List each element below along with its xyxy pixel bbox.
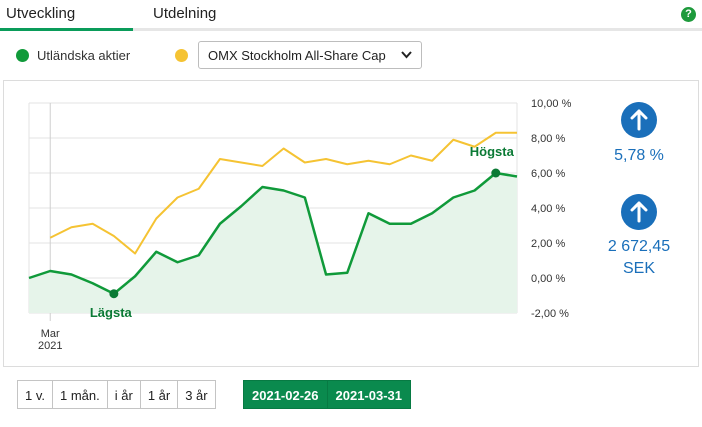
tab-utveckling[interactable]: Utveckling [6, 5, 76, 22]
period-1-week-button[interactable]: 1 v. [17, 380, 53, 409]
y-tick-label: 4,00 % [531, 203, 565, 215]
y-tick-label: 10,00 % [531, 98, 572, 110]
period-3-years-button[interactable]: 3 år [177, 380, 216, 409]
compare-series-line [49, 131, 517, 255]
date-range: 2021-02-26 2021-03-31 [243, 380, 411, 409]
primary-series-label: Utländska aktier [37, 48, 131, 63]
question-icon[interactable]: ? [681, 7, 696, 22]
x-tick-label: 2021 [38, 340, 62, 352]
period-ytd-button[interactable]: i år [106, 380, 141, 409]
period-1-month-button[interactable]: 1 mån. [52, 380, 108, 409]
return-amount-unit: SEK [622, 260, 655, 277]
period-buttons: 1 v. 1 mån. i år 1 år 3 år [17, 380, 216, 409]
tab-utdelning[interactable]: Utdelning [153, 5, 217, 22]
chart-panel: 10,00 % 8,00 % 6,00 % 4,00 % 2,00 % 0,00 % -2,… [3, 80, 699, 367]
arrow-up-icon [621, 194, 657, 230]
y-tick-label: -2,00 % [531, 308, 569, 320]
y-tick-label: 2,00 % [531, 238, 565, 250]
arrow-up-icon [621, 102, 657, 138]
chevron-down-icon [401, 51, 412, 59]
annotation-label: Högsta [470, 144, 515, 159]
annotation-point [491, 168, 501, 178]
legend-row: Utländska aktier OMX Stockholm All-Share… [0, 34, 702, 77]
period-1-year-button[interactable]: 1 år [139, 380, 179, 409]
performance-chart: 10,00 % 8,00 % 6,00 % 4,00 % 2,00 % 0,00 % -2,… [28, 98, 572, 352]
y-tick-label: 6,00 % [531, 168, 565, 180]
return-percent: 5,78 % [614, 147, 664, 164]
x-tick-label: Mar [41, 328, 60, 340]
date-from-button[interactable]: 2021-02-26 [243, 380, 328, 409]
tab-bar: Utveckling Utdelning ? [0, 0, 702, 31]
y-tick-label: 0,00 % [531, 273, 565, 285]
annotation-point [109, 289, 119, 299]
y-tick-label: 8,00 % [531, 133, 565, 145]
primary-series-dot [16, 49, 29, 62]
primary-series-area [29, 173, 517, 313]
return-amount: 2 672,45 [607, 238, 671, 255]
date-to-button[interactable]: 2021-03-31 [326, 380, 411, 409]
compare-index-value: OMX Stockholm All-Share Cap [208, 48, 386, 63]
annotation-label: Lägsta [90, 305, 133, 320]
active-tab-indicator [0, 28, 133, 31]
compare-series-dot [175, 49, 188, 62]
compare-index-select[interactable]: OMX Stockholm All-Share Cap [198, 41, 422, 69]
